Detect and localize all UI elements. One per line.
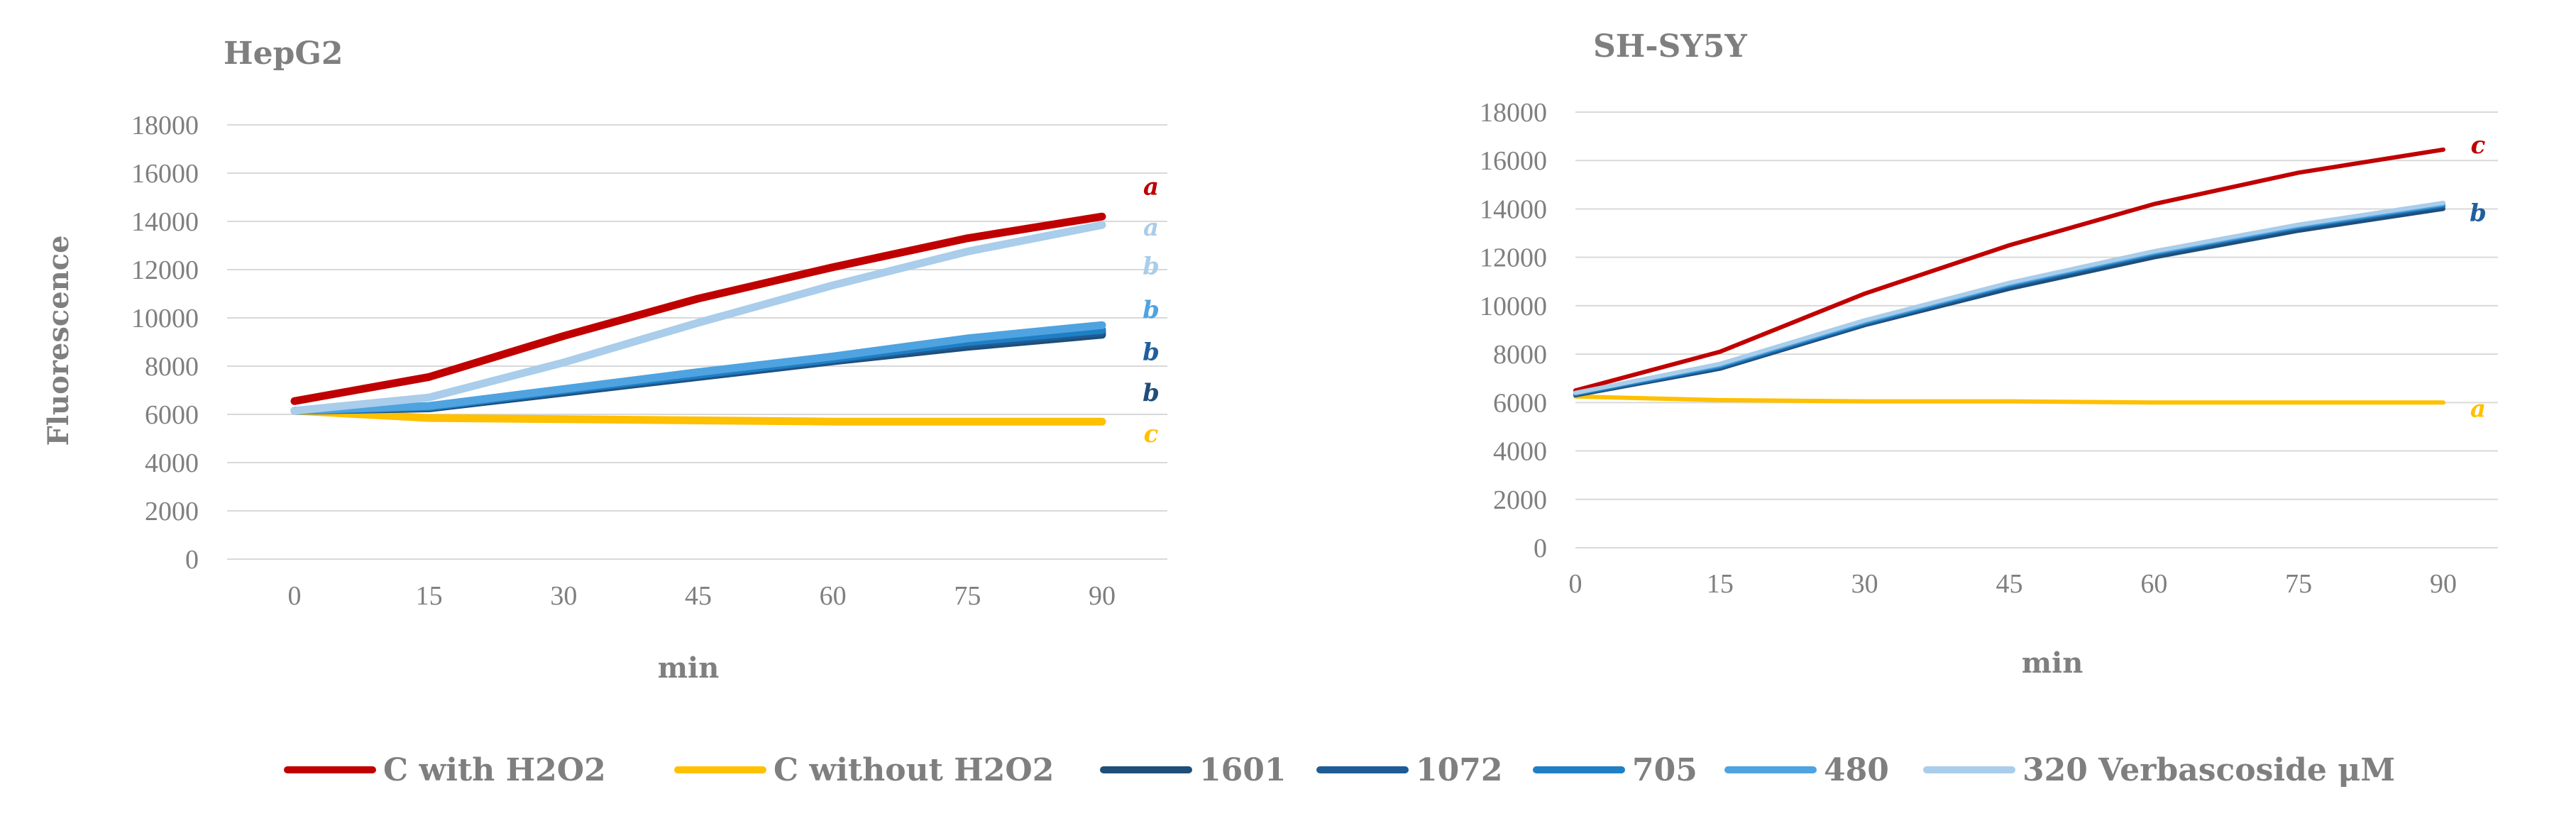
y-axis-label-hepg2: Fluorescence (42, 235, 75, 446)
x-tick-label: 0 (1569, 569, 1583, 599)
y-tick-label: 10000 (1480, 292, 1547, 321)
y-tick-label: 4000 (145, 448, 199, 478)
significance-letter: b (1143, 338, 1160, 366)
y-tick-label: 10000 (131, 304, 199, 333)
series-line-c-without-h2o2 (1573, 394, 2445, 405)
significance-letter: b (1143, 379, 1160, 407)
significance-letter: c (1144, 420, 1159, 448)
legend-label: C with H2O2 (383, 752, 606, 788)
y-tick-label: 8000 (145, 352, 199, 382)
significance-letter: b (1143, 253, 1160, 281)
x-tick-label: 45 (1996, 569, 2023, 599)
legend-label: C without H2O2 (774, 752, 1054, 788)
x-tick-label: 15 (416, 581, 443, 611)
x-axis-label-shsy5y: min (2022, 646, 2084, 680)
y-tick-label: 12000 (131, 255, 199, 285)
series-line-320 (1573, 200, 2445, 395)
series-line-c-without-h2o2 (290, 407, 1106, 426)
x-tick-labels-shsy5y: 0 15 30 45 60 75 90 (1569, 569, 2457, 599)
y-tick-label: 14000 (131, 207, 199, 237)
x-tick-label: 60 (2140, 569, 2167, 599)
gridlines-shsy5y (1575, 111, 2498, 548)
x-axis-label-hepg2: min (658, 651, 720, 685)
y-tick-label: 8000 (1493, 340, 1547, 370)
series-line-320 (290, 221, 1106, 415)
series-line-480 (290, 321, 1106, 415)
y-tick-label: 4000 (1493, 437, 1547, 467)
series-lines-shsy5y (1573, 147, 2445, 405)
y-tick-label: 6000 (145, 400, 199, 430)
x-tick-label: 30 (1851, 569, 1878, 599)
x-tick-label: 90 (2430, 569, 2457, 599)
y-tick-label: 14000 (1480, 194, 1547, 224)
series-lines-hepg2 (290, 212, 1106, 426)
legend-label: 320 Verbascoside μM (2022, 752, 2395, 788)
series-line-480 (1573, 202, 2445, 395)
significance-letter: c (2471, 131, 2486, 160)
chart-title-hepg2: HepG2 (224, 35, 343, 72)
significance-letter: a (1143, 214, 1159, 242)
y-tick-label: 0 (185, 545, 199, 575)
y-tick-label: 18000 (1480, 98, 1547, 128)
y-tick-label: 18000 (131, 111, 199, 140)
y-tick-label: 6000 (1493, 388, 1547, 418)
significance-letter: a (2470, 395, 2486, 424)
legend-label: 705 (1632, 752, 1697, 788)
x-tick-label: 75 (954, 581, 981, 611)
x-tick-label: 75 (2285, 569, 2312, 599)
x-tick-label: 60 (820, 581, 847, 611)
y-tick-label: 2000 (1493, 485, 1547, 515)
x-tick-label: 45 (685, 581, 712, 611)
chart-title-shsy5y: SH-SY5Y (1593, 28, 1747, 65)
chart-shsy5y: SH-SY5Y 0 2000 4000 6000 8000 10000 12000 14000… (1480, 28, 2498, 680)
x-tick-labels-hepg2: 0 15 30 45 60 75 90 (288, 581, 1116, 611)
y-tick-labels-hepg2: 0 2000 4000 6000 8000 10000 12000 14000 16000 180… (131, 111, 199, 575)
legend-label: 480 (1824, 752, 1889, 788)
y-tick-label: 16000 (131, 159, 199, 189)
legend-label: 1072 (1416, 752, 1502, 788)
y-tick-label: 0 (1534, 534, 1547, 563)
y-tick-labels-shsy5y: 0 2000 4000 6000 8000 10000 12000 14000 16000 180… (1480, 98, 1547, 563)
significance-letter: a (1143, 172, 1159, 201)
legend: C with H2O2 C without H2O2 1601 1072 705 480 3… (284, 752, 2395, 788)
significance-letters-shsy5y: c b a (2470, 131, 2487, 424)
chart-hepg2: HepG2 0 2000 4000 6000 8000 10000 12000 14000 16… (42, 35, 1167, 685)
y-tick-label: 16000 (1480, 146, 1547, 176)
y-tick-label: 2000 (145, 497, 199, 526)
significance-letter: b (2470, 199, 2487, 227)
series-line-c-with-h2o2 (290, 212, 1106, 405)
significance-letter: b (1143, 296, 1160, 324)
series-line-c-with-h2o2 (1573, 147, 2445, 393)
y-tick-label: 12000 (1480, 243, 1547, 273)
x-tick-label: 0 (288, 581, 302, 611)
legend-label: 1601 (1199, 752, 1286, 788)
x-tick-label: 30 (550, 581, 577, 611)
x-tick-label: 90 (1089, 581, 1116, 611)
x-tick-label: 15 (1707, 569, 1734, 599)
